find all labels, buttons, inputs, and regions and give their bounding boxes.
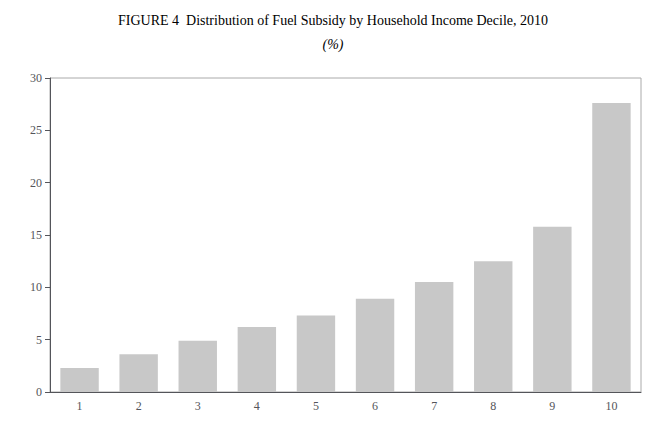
svg-text:0: 0	[36, 385, 42, 399]
svg-text:5: 5	[36, 333, 42, 347]
svg-text:25: 25	[30, 123, 42, 137]
svg-text:15: 15	[30, 228, 42, 242]
svg-text:9: 9	[549, 399, 555, 413]
svg-text:3: 3	[195, 399, 201, 413]
svg-text:10: 10	[30, 280, 42, 294]
svg-text:(%): (%)	[323, 37, 344, 53]
svg-text:1: 1	[77, 399, 83, 413]
svg-text:10: 10	[605, 399, 617, 413]
svg-text:6: 6	[372, 399, 378, 413]
svg-text:4: 4	[254, 399, 260, 413]
svg-text:5: 5	[313, 399, 319, 413]
svg-text:30: 30	[30, 71, 42, 85]
svg-text:7: 7	[431, 399, 437, 413]
svg-text:FIGURE 4 Distribution of Fuel: FIGURE 4 Distribution of Fuel Subsidy by…	[118, 13, 548, 28]
svg-text:20: 20	[30, 176, 42, 190]
svg-text:8: 8	[490, 399, 496, 413]
svg-text:2: 2	[136, 399, 142, 413]
